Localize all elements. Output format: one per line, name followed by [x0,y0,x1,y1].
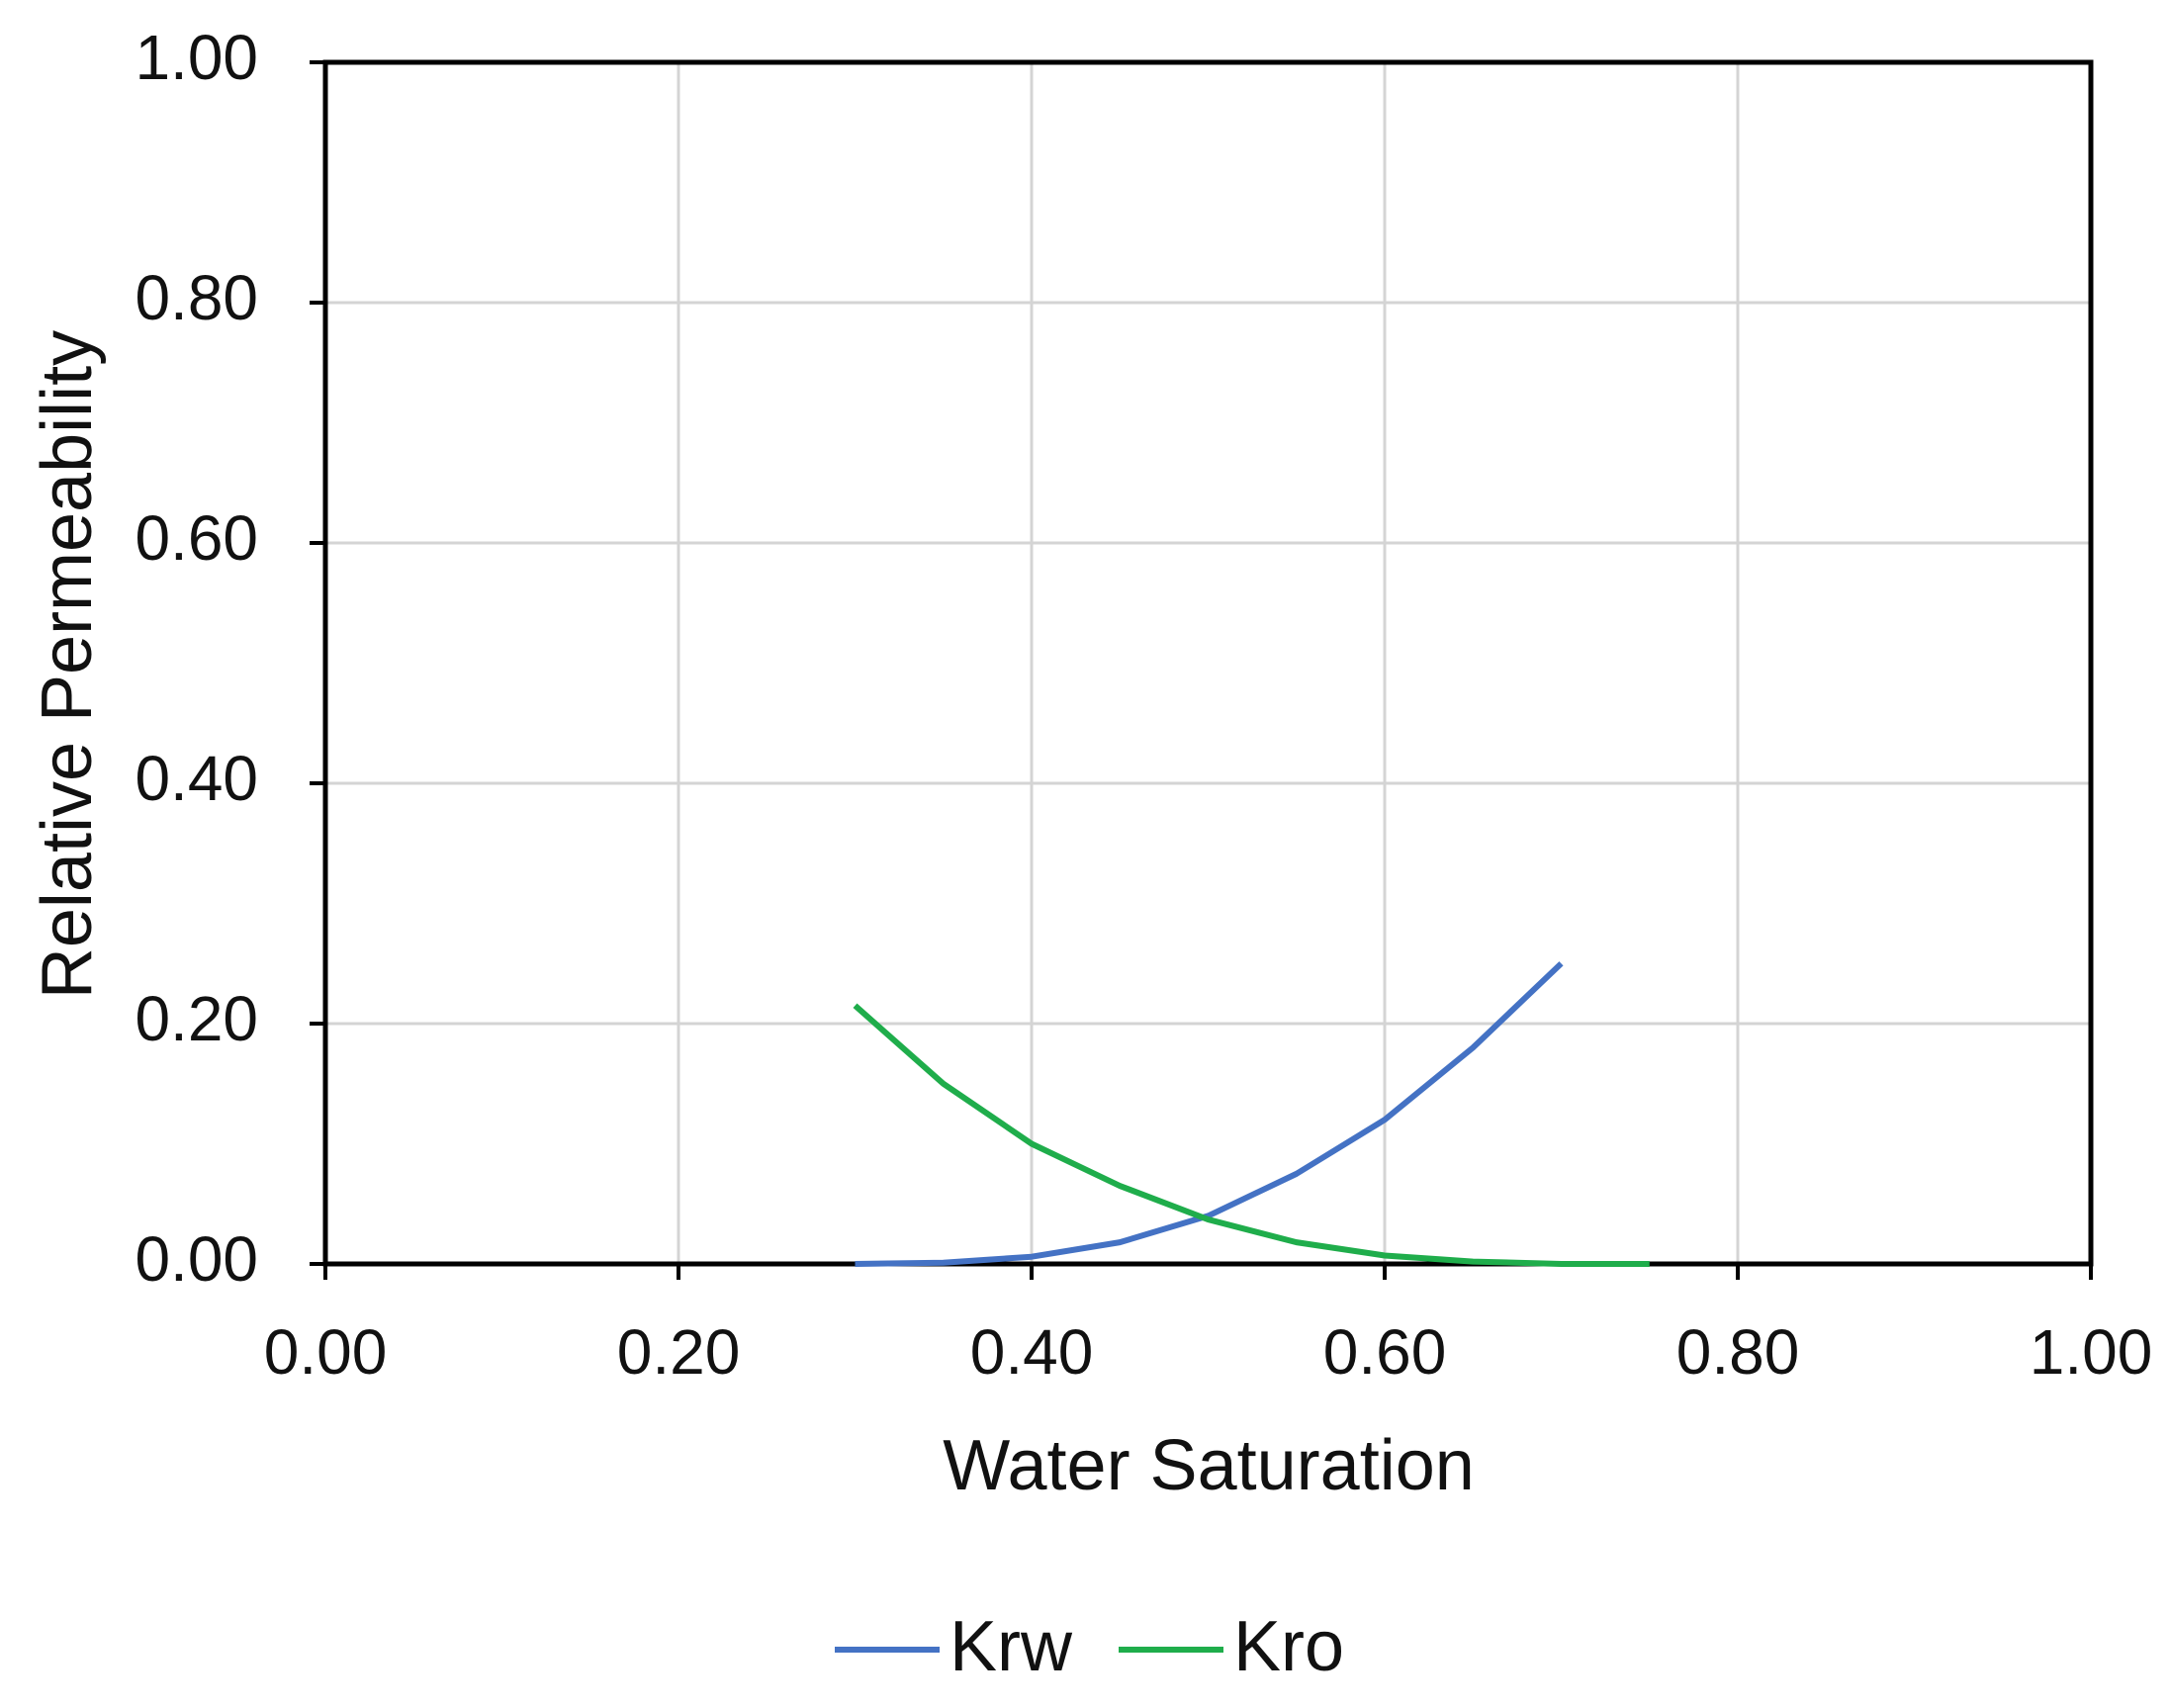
y-tick-label: 1.00 [135,22,258,93]
legend-label: Krw [949,1607,1073,1686]
plot-frame [322,59,2094,1267]
y-axis-title: Relative Permeability [28,330,107,999]
y-tick-label: 0.40 [135,743,258,814]
x-axis-title: Water Saturation [943,1426,1475,1505]
series-line [853,1003,1650,1267]
series-line [855,961,1564,1267]
y-tick-label: 0.20 [135,983,258,1054]
x-tick-label: 0.40 [970,1316,1094,1388]
y-tick-label: 0.80 [135,262,258,333]
legend-label: Kro [1233,1607,1344,1686]
y-tick-label: 0.00 [135,1223,258,1295]
y-tick-label: 0.60 [135,502,258,574]
x-tick-label: 1.00 [2030,1316,2153,1388]
x-tick-label: 0.20 [617,1316,741,1388]
x-tick-label: 0.00 [264,1316,388,1388]
x-tick-label: 0.80 [1676,1316,1800,1388]
x-tick-label: 0.60 [1323,1316,1447,1388]
